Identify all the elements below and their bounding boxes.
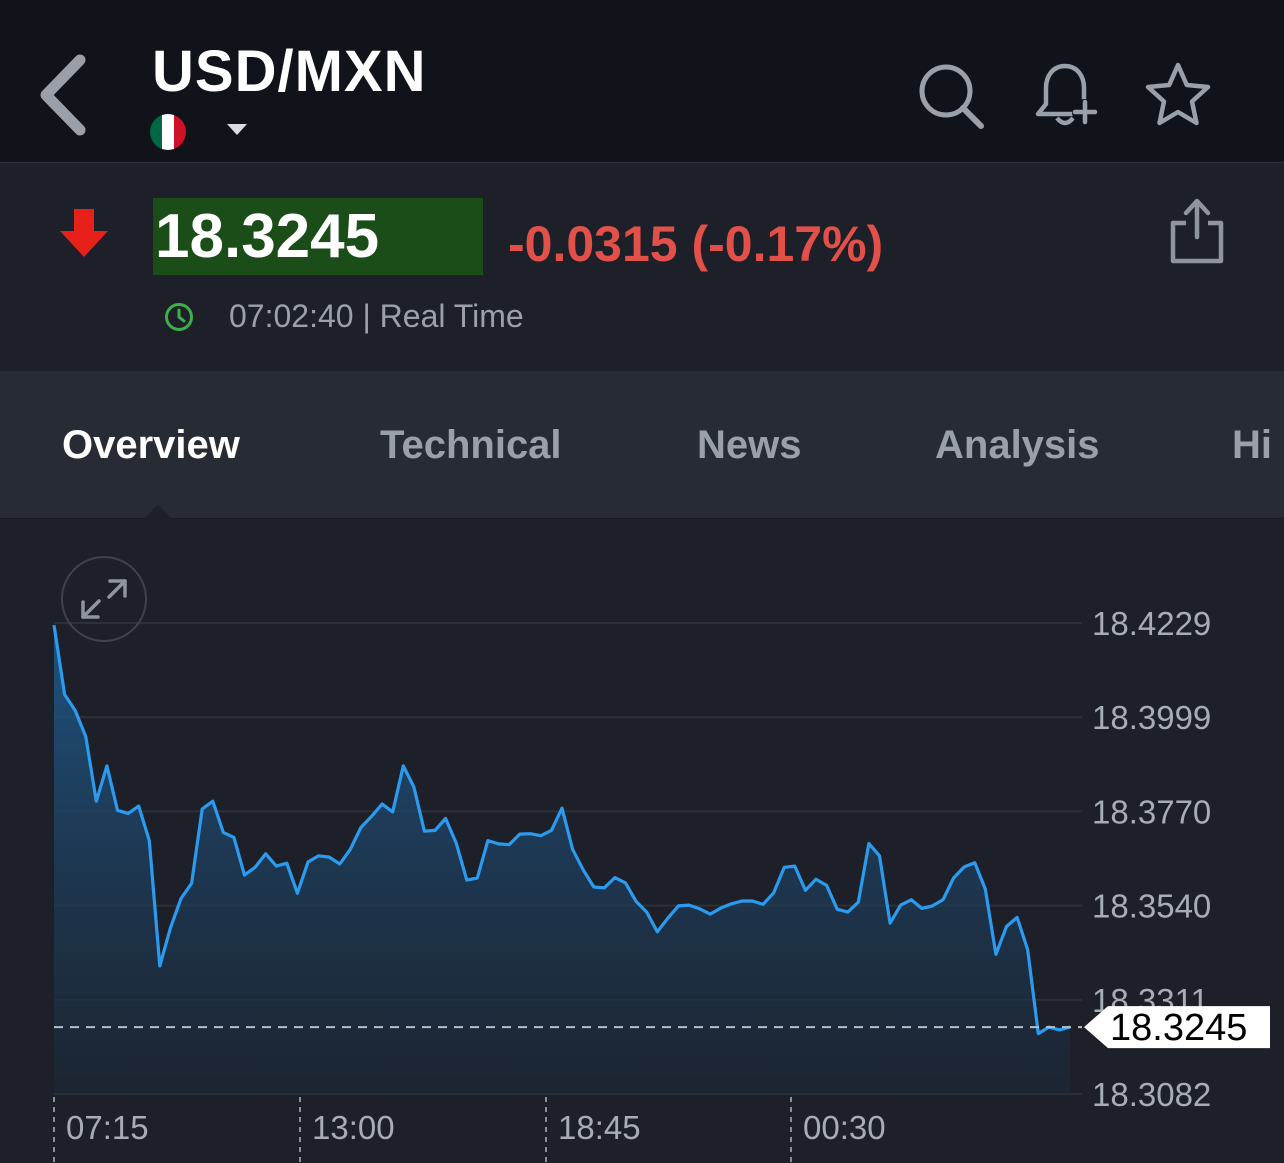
y-tick-label: 18.4229 bbox=[1092, 605, 1211, 642]
chevron-down-icon[interactable] bbox=[224, 120, 250, 140]
y-tick-label: 18.3770 bbox=[1092, 793, 1211, 830]
y-tick-label: 18.3082 bbox=[1092, 1076, 1211, 1113]
series-line bbox=[52, 624, 1071, 1036]
price-chart[interactable]: 07:15 13:00 18:45 00:30 18.4229 18.3999 18.37… bbox=[0, 519, 1284, 1163]
current-price-tag bbox=[1084, 1006, 1270, 1049]
tab-overview[interactable]: Overview bbox=[62, 423, 240, 467]
quote-time: 07:02:40 | Real Time bbox=[229, 298, 524, 334]
series-area bbox=[54, 625, 1070, 1094]
tab-analysis[interactable]: Analysis bbox=[935, 423, 1100, 467]
y-tick-label: 18.3999 bbox=[1092, 699, 1211, 736]
price-change: -0.0315 (-0.17%) bbox=[508, 216, 884, 272]
active-tab-indicator bbox=[143, 505, 173, 519]
expand-icon bbox=[81, 579, 127, 619]
chart-svg: 07:15 13:00 18:45 00:30 18.4229 18.3999 18.37… bbox=[52, 605, 1270, 1163]
mexico-flag-icon bbox=[150, 114, 186, 150]
clock-icon bbox=[165, 303, 193, 331]
x-tick-label: 13:00 bbox=[312, 1109, 395, 1146]
current-price: 18.3245 bbox=[155, 202, 380, 271]
tab-technical[interactable]: Technical bbox=[380, 423, 562, 467]
tab-bar: Overview Technical News Analysis Hi bbox=[0, 371, 1284, 520]
star-icon[interactable] bbox=[1143, 60, 1213, 130]
x-tick-label: 07:15 bbox=[66, 1109, 149, 1146]
price-highlight bbox=[153, 198, 483, 275]
x-tick-label: 00:30 bbox=[803, 1109, 886, 1146]
search-icon[interactable] bbox=[915, 60, 985, 130]
add-alert-icon[interactable] bbox=[1030, 60, 1100, 130]
back-icon[interactable] bbox=[30, 50, 100, 140]
tab-historical[interactable]: Hi bbox=[1232, 423, 1272, 467]
x-tick-label: 18:45 bbox=[558, 1109, 641, 1146]
y-tick-label: 18.3540 bbox=[1092, 888, 1211, 925]
quote-panel: 18.3245 -0.0315 (-0.17%) 07:02:40 | Real… bbox=[0, 163, 1284, 370]
page-title: USD/MXN bbox=[152, 39, 427, 104]
down-arrow-icon bbox=[60, 209, 108, 257]
current-price-label: 18.3245 bbox=[1110, 1007, 1247, 1049]
share-icon[interactable] bbox=[1164, 193, 1230, 265]
tab-news[interactable]: News bbox=[697, 423, 802, 467]
expand-chart-button[interactable] bbox=[61, 556, 147, 642]
top-bar: USD/MXN bbox=[0, 0, 1284, 163]
